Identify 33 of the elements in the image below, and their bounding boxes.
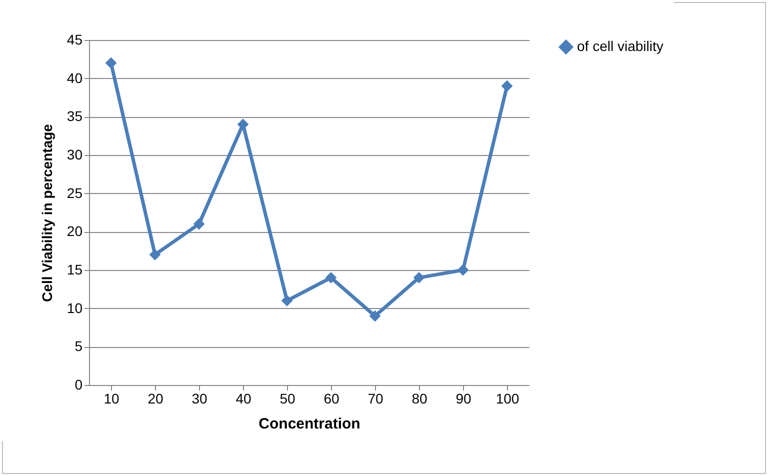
point — [413, 272, 425, 284]
point — [369, 310, 381, 322]
y-tick-label: 15 — [66, 262, 83, 278]
x-tick-label: 50 — [280, 390, 296, 406]
point — [281, 294, 293, 306]
y-tick-label: 45 — [66, 32, 83, 48]
point — [237, 118, 249, 130]
y-tick-label: 10 — [66, 300, 83, 316]
x-tick-label: 60 — [324, 390, 340, 406]
y-tick-label: 40 — [66, 70, 83, 86]
y-tick-label: 5 — [74, 338, 83, 354]
y-tick-label: 35 — [66, 108, 83, 124]
x-tick-label: 40 — [236, 390, 252, 406]
x-tick-label: 100 — [496, 390, 520, 406]
point — [325, 272, 337, 284]
point — [105, 57, 117, 69]
y-tick-label: 20 — [66, 223, 83, 240]
y-axis-title: Cell Viability in percentage — [38, 124, 55, 302]
point — [501, 80, 513, 92]
legend-label: of cell viability — [577, 38, 664, 54]
point — [457, 264, 469, 276]
y-tick-label: 25 — [66, 184, 83, 201]
y-tick-label: 0 — [74, 376, 83, 392]
x-tick-label: 10 — [104, 390, 120, 406]
x-tick-label: 20 — [148, 390, 164, 406]
x-tick-label: 70 — [368, 390, 384, 406]
point — [193, 218, 205, 230]
y-tick-label: 30 — [66, 146, 83, 162]
x-tick-label: 80 — [412, 390, 428, 406]
point — [149, 248, 161, 260]
x-tick-label: 30 — [192, 390, 208, 406]
x-tick-label: 90 — [456, 390, 472, 406]
x-axis-title: Concentration — [258, 416, 360, 432]
